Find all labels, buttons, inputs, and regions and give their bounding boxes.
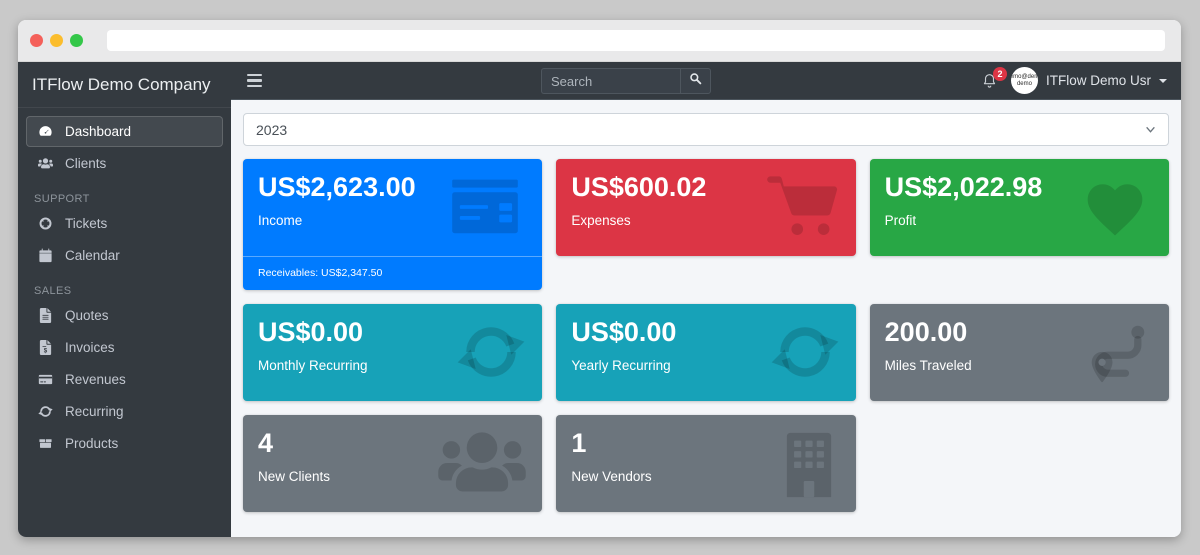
sidebar-item-recurring[interactable]: Recurring: [26, 396, 223, 427]
building-icon: [778, 428, 840, 502]
notifications-button[interactable]: 2: [981, 67, 1007, 89]
file-invoice-dollar-icon: $: [35, 340, 55, 355]
card-label: New Vendors: [571, 468, 652, 484]
users-icon: [35, 156, 55, 171]
search-button[interactable]: [680, 68, 711, 94]
sidebar-item-clients[interactable]: Clients: [26, 148, 223, 179]
card-value: 4: [258, 428, 274, 458]
avatar: demo@demo demo: [1010, 67, 1038, 94]
money-check-icon: [444, 172, 526, 242]
search-icon: [689, 72, 702, 90]
sidebar-item-label: Revenues: [65, 372, 126, 387]
sidebar-item-label: Recurring: [65, 404, 124, 419]
card-label: Monthly Recurring: [258, 357, 368, 373]
card-value: US$0.00: [258, 317, 364, 347]
card-label: Miles Traveled: [884, 357, 972, 373]
route-icon: [1081, 317, 1153, 389]
notification-badge: 2: [992, 67, 1007, 81]
traffic-lights: [30, 34, 83, 47]
calendar-icon: [35, 248, 55, 263]
stat-cards-grid: US$2,623.00 Income Receivables: US$2,347…: [243, 159, 1169, 512]
sidebar-section-sales: SALES: [34, 285, 72, 297]
card-value: US$600.02: [571, 172, 707, 202]
sidebar-toggle-button[interactable]: [245, 70, 264, 92]
miles-traveled-card: 200.00 Miles Traveled: [869, 304, 1169, 401]
sync-icon: [456, 317, 526, 387]
tachometer-icon: [35, 124, 55, 139]
chevron-down-icon: [1145, 122, 1156, 138]
search-input[interactable]: [541, 68, 680, 94]
heart-icon: [1077, 172, 1153, 242]
sidebar-item-invoices[interactable]: $ Invoices: [26, 332, 223, 363]
bell-icon: [981, 72, 998, 89]
card-label: Yearly Recurring: [571, 357, 671, 373]
life-ring-icon: [35, 216, 55, 231]
sidebar-item-label: Dashboard: [65, 124, 132, 139]
profit-card: US$2,022.98 Profit: [869, 159, 1169, 256]
card-value: US$2,022.98: [884, 172, 1043, 202]
dashboard-content: 2023 US$2,623.00 Income: [231, 100, 1181, 537]
shopping-cart-icon: [764, 172, 840, 242]
chevron-down-icon: [1159, 78, 1167, 83]
card-label: New Clients: [258, 468, 331, 484]
sidebar-item-revenues[interactable]: Revenues: [26, 364, 223, 395]
card-value: 1: [571, 428, 587, 458]
svg-text:$: $: [43, 347, 47, 354]
sidebar-nav: Dashboard Clients SUPPORT Tickets: [18, 108, 231, 468]
top-navbar: 2 demo@demo demo ITFlow Demo Usr: [231, 62, 1181, 100]
credit-card-icon: [35, 372, 55, 387]
new-clients-card: 4 New Clients: [243, 415, 543, 512]
card-label: Profit: [884, 212, 917, 228]
new-vendors-card: 1 New Vendors: [556, 415, 856, 512]
sidebar-item-label: Tickets: [65, 216, 108, 231]
sidebar-item-tickets[interactable]: Tickets: [26, 208, 223, 239]
sidebar-item-products[interactable]: Products: [26, 428, 223, 459]
brand-title[interactable]: ITFlow Demo Company: [18, 62, 231, 108]
sync-icon: [35, 404, 55, 419]
yearly-recurring-card: US$0.00 Yearly Recurring: [556, 304, 856, 401]
user-name: ITFlow Demo Usr: [1045, 73, 1151, 88]
sidebar-item-quotes[interactable]: Quotes: [26, 300, 223, 331]
users-icon: [438, 428, 527, 498]
sidebar-item-label: Products: [65, 436, 119, 451]
year-select-value: 2023: [256, 121, 288, 138]
sidebar-item-label: Invoices: [65, 340, 115, 355]
card-value: US$2,623.00: [258, 172, 416, 202]
sidebar-item-label: Clients: [65, 156, 107, 171]
maximize-button[interactable]: [70, 34, 83, 47]
browser-chrome: [18, 20, 1181, 62]
sync-icon: [770, 317, 840, 387]
year-select[interactable]: 2023: [243, 113, 1169, 146]
sidebar-section-support: SUPPORT: [34, 193, 90, 205]
monthly-recurring-card: US$0.00 Monthly Recurring: [243, 304, 543, 401]
expenses-card: US$600.02 Expenses: [556, 159, 856, 256]
sidebar-item-dashboard[interactable]: Dashboard: [26, 116, 223, 147]
user-menu[interactable]: demo@demo demo ITFlow Demo Usr: [1010, 67, 1167, 94]
card-value: US$0.00: [571, 317, 677, 347]
sidebar-item-calendar[interactable]: Calendar: [26, 240, 223, 271]
card-label: Expenses: [571, 212, 631, 228]
card-label: Income: [258, 212, 303, 228]
search-group: [541, 68, 711, 94]
card-value: 200.00: [884, 317, 968, 347]
close-button[interactable]: [30, 34, 43, 47]
card-footer: Receivables: US$2,347.50: [243, 256, 543, 290]
sidebar-item-label: Calendar: [65, 248, 120, 263]
income-card: US$2,623.00 Income Receivables: US$2,347…: [243, 159, 543, 290]
sidebar-item-label: Quotes: [65, 308, 109, 323]
url-bar[interactable]: [107, 30, 1165, 51]
browser-window: ITFlow Demo Company Dashboard Clients SU…: [18, 20, 1181, 537]
box-icon: [35, 436, 55, 451]
file-lines-icon: [35, 308, 55, 323]
sidebar: ITFlow Demo Company Dashboard Clients SU…: [18, 62, 231, 537]
minimize-button[interactable]: [50, 34, 63, 47]
